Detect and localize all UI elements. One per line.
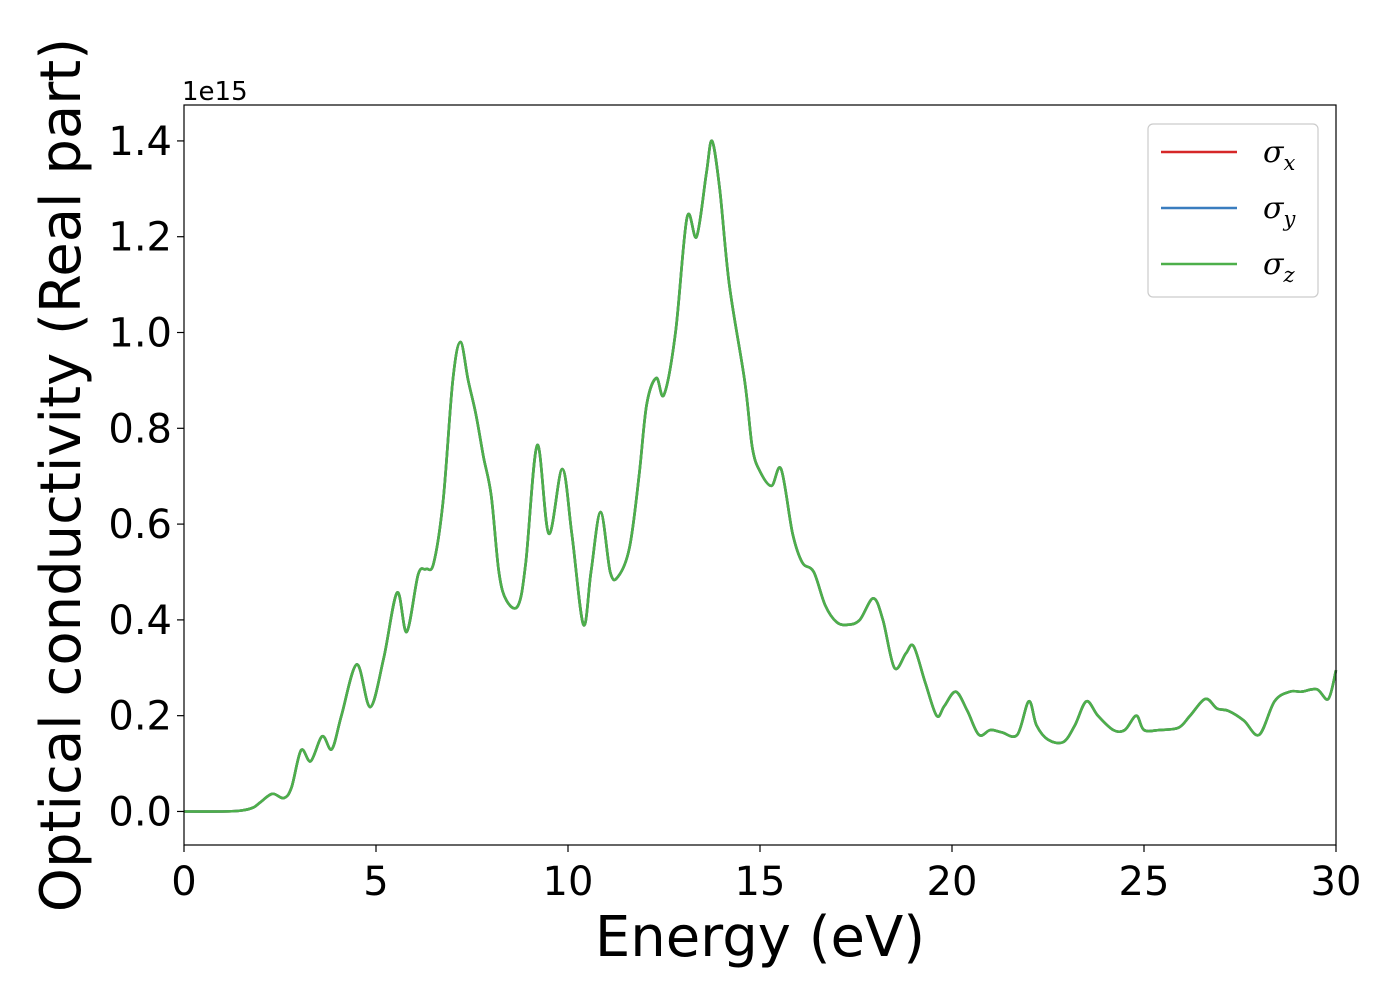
y-tick-label: 0.6 [108, 502, 172, 548]
y-axis: 0.0 0.2 0.4 0.6 0.8 1.0 1.2 1.4 [108, 119, 184, 835]
y-axis-title: Optical conductivity (Real part) [29, 38, 94, 912]
y-tick-label: 1.2 [108, 215, 172, 261]
x-axis: 0 5 10 15 20 25 30 [171, 845, 1361, 905]
x-tick-label: 10 [543, 859, 594, 905]
x-tick-label: 5 [363, 859, 388, 905]
y-tick-label: 0.0 [108, 789, 172, 835]
plot-background [184, 105, 1336, 845]
x-tick-label: 20 [927, 859, 978, 905]
series-lines [183, 139, 1338, 813]
y-tick-label: 1.4 [108, 119, 172, 165]
y-tick-label: 0.4 [108, 598, 172, 644]
y-tick-label: 0.2 [108, 694, 172, 740]
x-axis-title: Energy (eV) [595, 905, 925, 970]
x-tick-label: 15 [735, 859, 786, 905]
y-tick-label: 1.0 [108, 311, 172, 357]
x-tick-label: 30 [1311, 859, 1362, 905]
x-tick-label: 0 [171, 859, 196, 905]
y-offset-label: 1e15 [182, 77, 248, 107]
legend-frame [1147, 123, 1319, 298]
x-tick-label: 25 [1119, 859, 1170, 905]
legend-label-sigma-y: σy [1263, 191, 1296, 231]
y-tick-label: 0.8 [108, 406, 172, 452]
series-line-sigma-z [183, 139, 1338, 813]
